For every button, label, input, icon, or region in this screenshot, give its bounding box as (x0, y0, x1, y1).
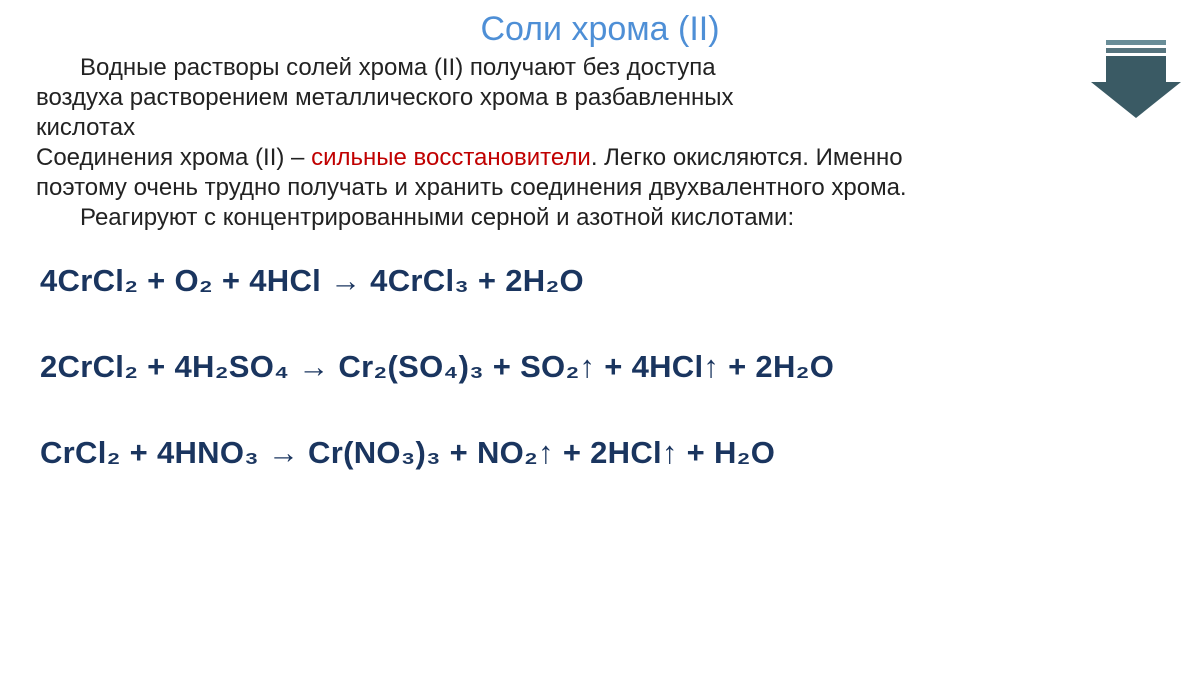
equation-1: 4CrCl₂ + O₂ + 4HCl → 4CrCl₃ + 2H₂O (40, 263, 1164, 299)
down-arrow-icon (1106, 40, 1166, 120)
equations-block: 4CrCl₂ + O₂ + 4HCl → 4CrCl₃ + 2H₂O 2CrCl… (36, 263, 1164, 471)
highlight-text: сильные восстановители (311, 144, 591, 171)
intro-line-5: поэтому очень трудно получать и хранить … (36, 173, 1164, 203)
intro-line-1: Водные растворы солей хрома (II) получаю… (36, 53, 1164, 83)
equation-3: CrCl₂ + 4HNO₃ → Cr(NO₃)₃ + NO₂↑ + 2HCl↑ … (40, 435, 1164, 471)
intro-line-3: кислотах (36, 113, 1164, 143)
intro-line-6: Реагируют с концентрированными серной и … (36, 203, 1164, 233)
page-title: Соли хрома (II) (0, 0, 1200, 53)
text-fragment: . Легко окисляются. Именно (591, 144, 903, 171)
content-area: Водные растворы солей хрома (II) получаю… (0, 53, 1200, 471)
intro-line-4: Соединения хрома (II) – сильные восстано… (36, 143, 1164, 173)
equation-2: 2CrCl₂ + 4H₂SO₄ → Cr₂(SO₄)₃ + SO₂↑ + 4HC… (40, 349, 1164, 385)
text-fragment: Соединения хрома (II) – (36, 144, 311, 171)
intro-text: Водные растворы солей хрома (II) получаю… (36, 53, 1164, 233)
intro-line-2: воздуха растворением металлического хром… (36, 83, 1164, 113)
